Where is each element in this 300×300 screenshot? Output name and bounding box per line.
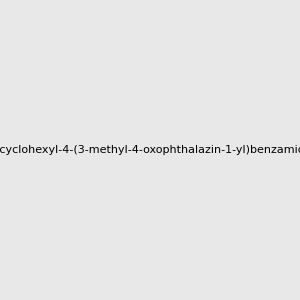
Text: N-cyclohexyl-4-(3-methyl-4-oxophthalazin-1-yl)benzamide: N-cyclohexyl-4-(3-methyl-4-oxophthalazin… [0,145,300,155]
